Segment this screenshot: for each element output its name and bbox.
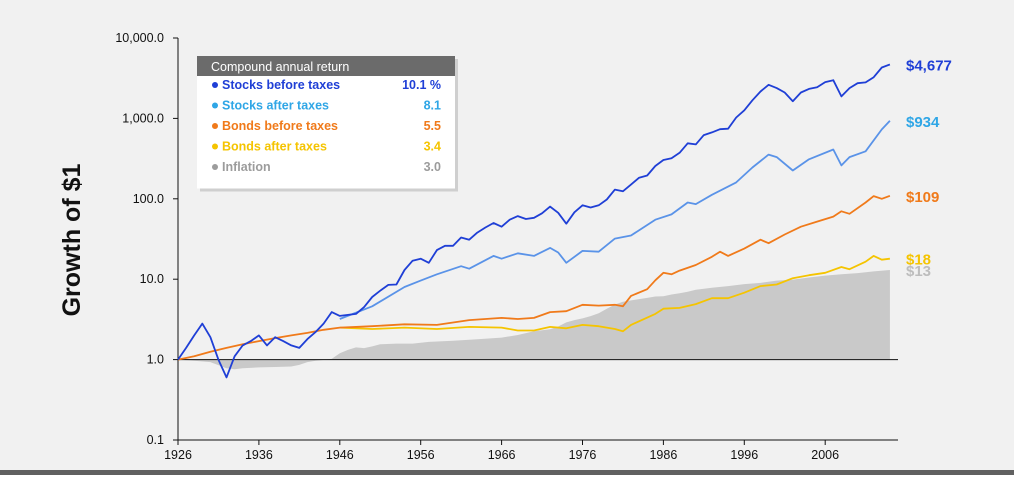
series-line-bonds-before-taxes [177, 194, 891, 361]
x-tick-label: 1926 [164, 448, 192, 462]
chart-background [0, 0, 1014, 470]
legend-value-inflation: 3.0 [424, 160, 441, 174]
legend-swatch-inflation [212, 164, 218, 170]
legend-swatch-stocks-after-taxes [212, 102, 218, 109]
y-tick-label: 1.0 [147, 353, 164, 367]
x-tick-label: 2006 [811, 448, 839, 462]
x-tick-label: 1956 [407, 448, 435, 462]
x-tick-label: 1976 [569, 448, 597, 462]
end-label-bonds-before-taxes: $109 [906, 189, 939, 206]
end-label-stocks-after-taxes: $934 [906, 114, 940, 131]
x-tick-label: 1936 [245, 448, 273, 462]
legend-label-inflation: Inflation [222, 160, 271, 174]
legend-swatch-stocks-before-taxes [212, 82, 218, 88]
x-tick-label: 1996 [730, 448, 758, 462]
legend-header-bg [197, 56, 455, 76]
series-lines [177, 63, 891, 379]
legend-label-stocks-before-taxes: Stocks before taxes [222, 78, 340, 92]
legend-value-stocks-before-taxes: 10.1 % [402, 78, 441, 92]
legend-value-stocks-after-taxes: 8.1 [424, 99, 441, 113]
y-tick-label: 100.0 [133, 192, 164, 206]
legend-label-bonds-after-taxes: Bonds after taxes [222, 140, 327, 154]
legend-value-bonds-before-taxes: 5.5 [424, 119, 441, 133]
legend-box [197, 56, 455, 189]
y-tick-label: 1,000.0 [122, 111, 164, 125]
legend: Compound annual return Stocks before taxe… [197, 56, 458, 192]
end-labels: $4,677 $934 $109 $18$13 [906, 58, 952, 281]
legend-value-bonds-after-taxes: 3.4 [424, 140, 441, 154]
y-axis-label: Growth of $1 [58, 164, 86, 317]
series-line-stocks-before-taxes [177, 63, 891, 379]
x-tick-label: 1986 [649, 448, 677, 462]
series-line-stocks-after-taxes [339, 120, 891, 320]
inflation-area [178, 270, 890, 370]
y-tick-label: 10.0 [140, 272, 164, 286]
legend-swatch-bonds-after-taxes [212, 143, 218, 150]
inflation-area-group [178, 270, 890, 370]
y-tick-label: 0.1 [147, 433, 164, 447]
legend-label-bonds-before-taxes: Bonds before taxes [222, 119, 338, 133]
end-label-bonds-after-taxes: $18 [906, 252, 931, 269]
end-label-stocks-before-taxes: $4,677 [906, 58, 952, 75]
series-line-bonds-after-taxes [339, 254, 891, 333]
x-tick-label: 1946 [326, 448, 354, 462]
legend-header: Compound annual return [211, 60, 349, 74]
legend-swatch-bonds-before-taxes [212, 123, 218, 129]
y-tick-label: 10,000.0 [115, 31, 164, 45]
legend-label-stocks-after-taxes: Stocks after taxes [222, 99, 329, 113]
x-tick-label: 1966 [488, 448, 516, 462]
end-label-inflation: $13 [906, 263, 931, 280]
bottom-rule [0, 470, 1014, 475]
